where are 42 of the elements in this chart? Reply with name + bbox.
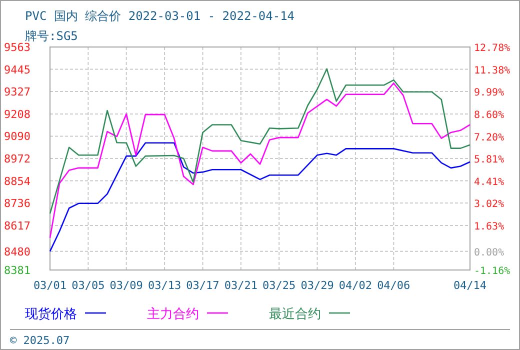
y-tick-label: 8480 xyxy=(4,245,30,258)
y2-tick-label: 12.78% xyxy=(474,43,510,54)
legend-label: 现货价格 xyxy=(25,307,77,322)
x-tick-label: 03/29 xyxy=(300,279,334,292)
x-tick-label: 03/21 xyxy=(224,279,258,292)
y-tick-label: 8381 xyxy=(4,264,30,277)
y-tick-label: 8854 xyxy=(4,174,31,188)
y2-tick-label: 3.02% xyxy=(474,199,504,210)
x-tick-label: 03/17 xyxy=(186,279,220,292)
y2-tick-label: 9.99% xyxy=(474,88,504,99)
y2-tick-label: -1.16% xyxy=(474,266,510,277)
y2-tick-label: 8.60% xyxy=(474,110,504,121)
y2-tick-label: 0.00% xyxy=(474,247,504,258)
y-tick-label: 8617 xyxy=(4,219,30,232)
x-tick-label: 04/02 xyxy=(338,279,372,292)
x-tick-label: 03/25 xyxy=(262,279,296,292)
x-tick-label: 04/14 xyxy=(453,279,487,292)
y2-tick-label: 7.20% xyxy=(474,132,504,144)
x-tick-label: 03/05 xyxy=(72,279,105,292)
line-series xyxy=(49,142,471,252)
x-tick-label: 04/06 xyxy=(377,279,410,292)
y2-tick-label: 1.63% xyxy=(474,221,504,232)
x-tick-label: 03/09 xyxy=(110,279,143,292)
x-tick-label: 03/13 xyxy=(148,279,182,292)
y-tick-label: 8972 xyxy=(4,152,30,166)
y-tick-label: 8736 xyxy=(4,197,30,210)
y2-tick-label: 11.38% xyxy=(474,65,510,76)
y-tick-label: 9090 xyxy=(4,130,30,144)
y-tick-label: 9563 xyxy=(4,41,30,54)
legend-label: 主力合约 xyxy=(147,306,199,322)
chart-title: PVC 国内 综合价 2022-03-01 - 2022-04-14 xyxy=(25,9,295,23)
chart-subtitle: 牌号:SG5 xyxy=(25,29,78,43)
y-tick-label: 9327 xyxy=(4,86,30,99)
x-tick-label: 03/01 xyxy=(33,279,67,292)
line-series xyxy=(49,68,471,214)
legend-label: 最近合约 xyxy=(269,307,321,322)
y2-tick-label: 4.41% xyxy=(474,176,504,188)
y-tick-label: 9445 xyxy=(4,63,30,76)
y2-tick-label: 5.81% xyxy=(474,154,504,166)
line-series xyxy=(49,82,471,239)
text: © 2025.07 xyxy=(10,334,70,347)
y-tick-label: 9208 xyxy=(4,108,30,121)
